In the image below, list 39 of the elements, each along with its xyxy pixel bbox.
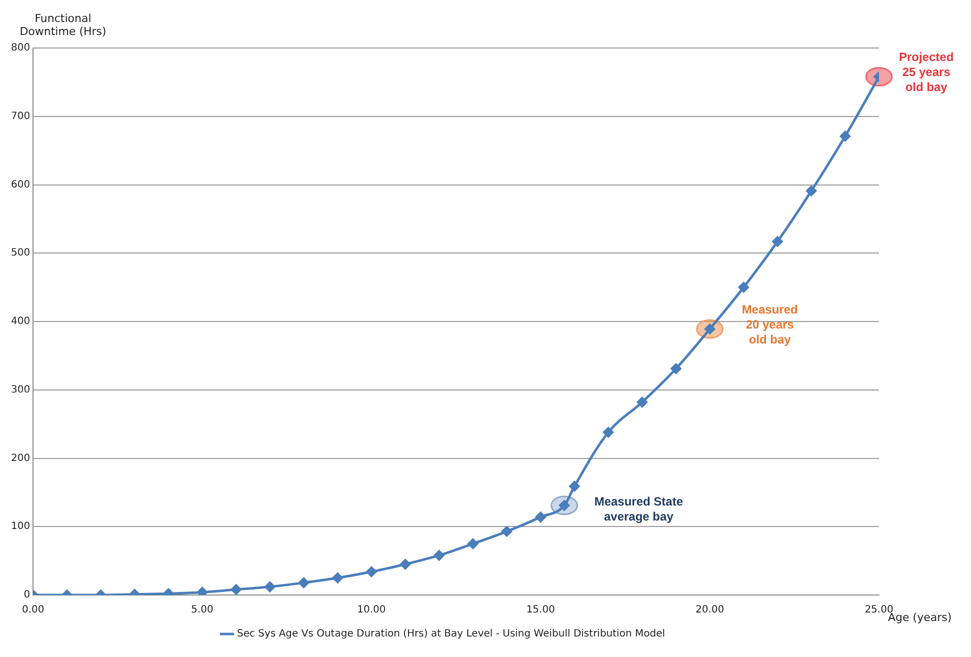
- annotation: Projected 25 years old bay: [899, 50, 954, 94]
- point: [502, 526, 512, 537]
- point: [636, 396, 648, 408]
- x-tick-label: 20.00: [695, 604, 724, 616]
- y-tick-label: 300: [10, 384, 30, 396]
- point: [332, 572, 343, 584]
- point: [738, 282, 749, 293]
- x-tick-label: 0.00: [22, 604, 44, 616]
- point: [264, 582, 276, 592]
- y-tick-label: 100: [10, 521, 30, 532]
- y-tick-label: 700: [10, 110, 30, 122]
- legend-label: Sec Sys Age Vs Outage Duration (Hrs) at Bay Level - Using Weibull Distribution Model: [237, 628, 666, 640]
- x-tick-label: 5.00: [191, 604, 214, 616]
- y-axis-title: Functional Downtime (Hrs): [18, 12, 108, 38]
- point: [230, 584, 242, 595]
- point: [670, 363, 682, 374]
- x-axis-title: Age (years): [888, 611, 952, 624]
- point: [434, 550, 444, 561]
- point: [840, 130, 850, 142]
- point: [535, 512, 546, 522]
- point: [569, 481, 580, 492]
- point: [772, 236, 783, 247]
- annotation: Measured State average bay: [594, 494, 684, 524]
- y-tick-label: 600: [10, 179, 30, 190]
- y-tick-label: 800: [10, 42, 30, 54]
- point: [298, 577, 310, 588]
- point: [806, 186, 817, 196]
- y-tick-label: 500: [10, 248, 30, 259]
- point: [468, 538, 478, 549]
- point: [603, 427, 614, 438]
- y-tick-label: 400: [10, 316, 30, 328]
- point: [197, 587, 208, 595]
- x-tick-label: 15.00: [526, 604, 555, 616]
- point: [366, 566, 377, 578]
- y-tick-label: 0: [24, 590, 30, 601]
- y-tick-label: 200: [10, 452, 30, 464]
- annotation: Measured 20 years old bay: [742, 302, 798, 346]
- x-tick-label: 10.00: [357, 604, 386, 616]
- point: [400, 558, 411, 570]
